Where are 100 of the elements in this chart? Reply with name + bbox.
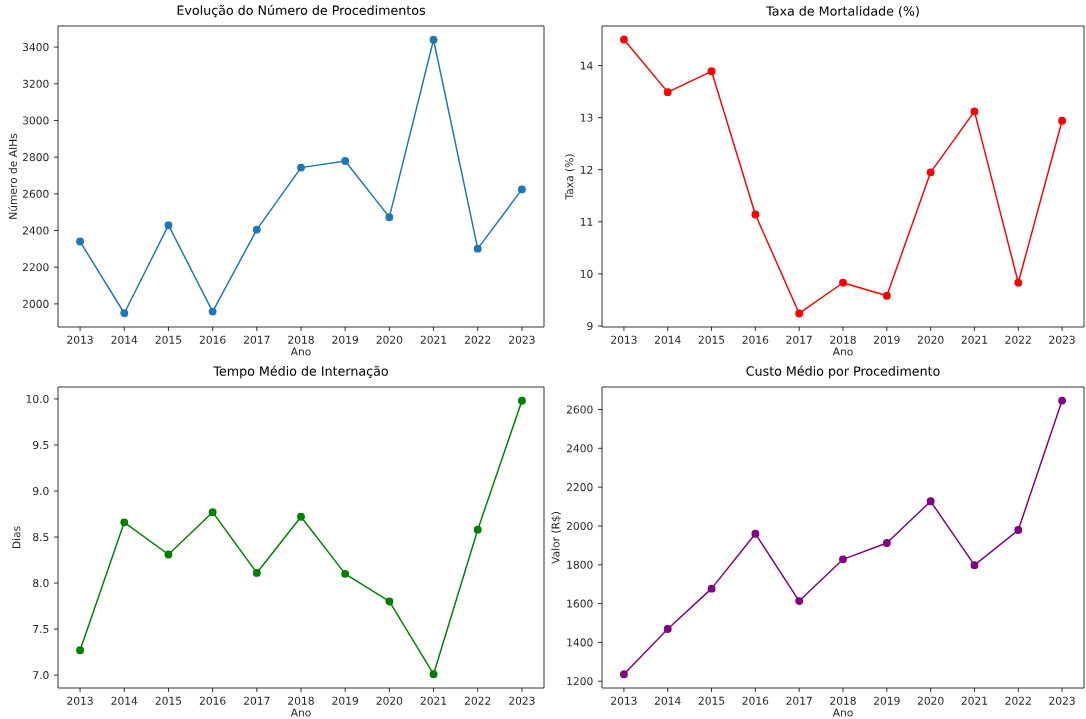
y-tick-label: 10.0 <box>26 394 49 403</box>
x-tick-label: 2014 <box>654 696 681 705</box>
y-tick-label: 2600 <box>566 405 593 414</box>
x-tick-label: 2021 <box>420 696 447 705</box>
chart-title: Evolução do Número de Procedimentos <box>177 4 426 18</box>
x-tick-label: 2014 <box>654 335 681 344</box>
point <box>1058 116 1067 125</box>
y-tick-label: 7.5 <box>33 625 49 634</box>
x-tick-label: 2021 <box>420 335 447 344</box>
y-tick-label: 8.5 <box>33 533 49 542</box>
x-tick-label: 2015 <box>698 696 725 705</box>
x-tick-label: 2023 <box>1049 696 1075 705</box>
point <box>751 529 760 538</box>
x-tick-label: 2020 <box>917 696 944 705</box>
x-tick-label: 2014 <box>111 696 138 705</box>
x-tick-label: 2019 <box>874 335 900 344</box>
point <box>926 497 935 506</box>
y-tick-label: 2600 <box>22 189 49 198</box>
point <box>429 670 438 679</box>
x-tick-label: 2022 <box>464 696 491 705</box>
y-tick-label: 14 <box>580 61 593 70</box>
point <box>707 67 716 76</box>
x-tick-label: 2022 <box>464 335 491 344</box>
y-axis-title: Valor (R$) <box>551 512 561 564</box>
point <box>882 291 891 300</box>
y-tick-label: 2200 <box>566 483 593 492</box>
point <box>208 508 217 517</box>
y-tick-label: 9.0 <box>33 486 49 496</box>
x-tick-label: 2022 <box>1005 335 1031 344</box>
y-tick-label: 2000 <box>22 299 49 308</box>
y-tick-label: 8.0 <box>33 579 49 588</box>
y-tick-label: 2400 <box>22 226 49 235</box>
point <box>517 396 526 405</box>
x-tick-label: 2019 <box>332 335 359 344</box>
y-tick-label: 7.0 <box>33 671 49 680</box>
y-axis-title: Taxa (%) <box>565 154 575 200</box>
x-tick-label: 2020 <box>376 696 403 705</box>
x-tick-label: 2018 <box>288 335 314 344</box>
x-tick-label: 2016 <box>199 335 226 344</box>
point <box>341 157 350 165</box>
point <box>663 88 672 97</box>
x-tick-label: 2015 <box>698 335 725 344</box>
x-tick-label: 2017 <box>786 696 812 705</box>
x-tick-label: 2018 <box>830 696 856 705</box>
x-axis-title: Ano <box>290 347 311 356</box>
y-tick-label: 11 <box>580 217 593 226</box>
x-tick-label: 2019 <box>874 696 900 705</box>
point <box>297 512 305 521</box>
x-tick-label: 2015 <box>155 696 182 705</box>
x-tick-label: 2021 <box>961 335 988 344</box>
point <box>120 518 129 527</box>
point <box>164 221 173 230</box>
point <box>76 646 85 655</box>
x-tick-label: 2018 <box>830 335 856 344</box>
x-tick-label: 2020 <box>917 335 944 344</box>
x-tick-label: 2022 <box>1005 696 1031 705</box>
point <box>252 225 261 234</box>
point <box>970 561 979 570</box>
y-tick-label: 9 <box>587 321 593 330</box>
y-tick-label: 1600 <box>567 599 593 608</box>
x-tick-label: 2019 <box>332 696 359 705</box>
point <box>839 555 847 564</box>
point <box>1058 396 1067 405</box>
x-axis-title: Ano <box>832 347 853 356</box>
point <box>663 625 672 633</box>
x-tick-label: 2016 <box>742 696 769 705</box>
point <box>882 539 891 547</box>
point <box>1014 526 1023 534</box>
point <box>619 35 628 44</box>
point <box>297 163 305 172</box>
x-tick-label: 2013 <box>611 335 637 344</box>
x-tick-label: 2023 <box>509 335 535 344</box>
point <box>795 309 804 318</box>
point <box>795 597 804 605</box>
y-tick-label: 3400 <box>22 43 49 52</box>
point <box>429 35 438 44</box>
x-tick-label: 2017 <box>244 696 270 705</box>
y-tick-label: 9.5 <box>33 440 49 450</box>
point <box>839 278 847 287</box>
point <box>164 550 173 559</box>
point <box>385 597 394 606</box>
y-tick-label: 1200 <box>567 677 593 686</box>
x-tick-label: 2014 <box>111 335 138 344</box>
x-tick-label: 2013 <box>611 696 637 705</box>
point <box>385 213 394 222</box>
y-tick-label: 2200 <box>22 263 49 272</box>
x-tick-label: 2021 <box>961 696 988 705</box>
x-tick-label: 2023 <box>509 696 535 705</box>
point <box>341 569 350 578</box>
point <box>926 168 935 177</box>
x-tick-label: 2023 <box>1049 335 1075 344</box>
x-tick-label: 2018 <box>288 696 314 705</box>
point <box>970 107 979 116</box>
x-tick-label: 2015 <box>155 335 182 344</box>
y-tick-label: 2000 <box>566 521 593 530</box>
point <box>1014 278 1023 287</box>
point <box>252 569 261 577</box>
point <box>208 307 217 316</box>
x-tick-label: 2013 <box>67 335 93 344</box>
y-tick-label: 3200 <box>22 79 49 88</box>
